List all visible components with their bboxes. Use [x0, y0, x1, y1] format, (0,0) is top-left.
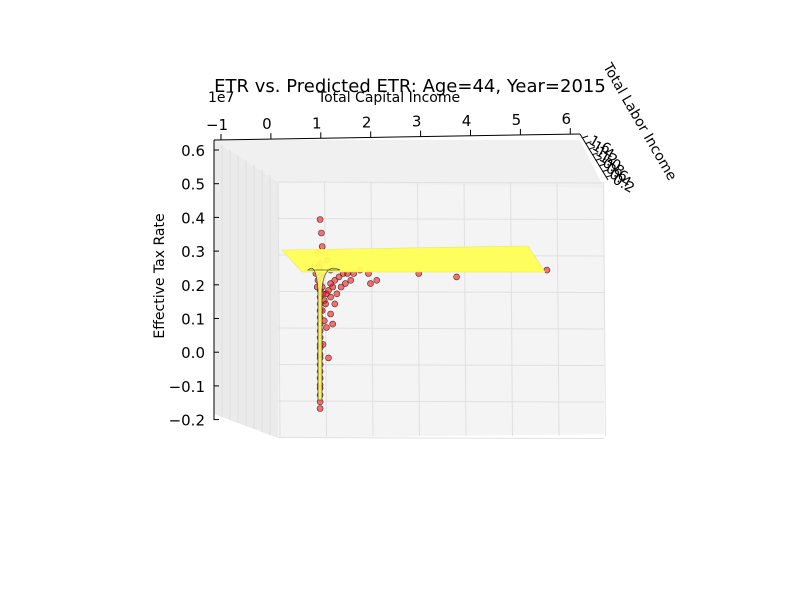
grid-line-vertical: [556, 181, 560, 437]
x-tick-label: 3: [412, 113, 422, 131]
top-pane: [214, 140, 604, 188]
y-tick-mark: [585, 141, 592, 145]
grid-line-vertical: [324, 181, 327, 437]
x-offset-label: 1e7: [208, 90, 234, 106]
scatter-point: [323, 324, 330, 331]
grid-line-vertical: [510, 181, 513, 437]
scatter-point: [453, 273, 460, 281]
scatter-point: [373, 276, 381, 284]
scatter-point: [337, 283, 345, 291]
y-tick-mark: [592, 152, 599, 156]
y-axis-line: [579, 133, 609, 181]
surface-plane: [281, 245, 546, 273]
scatter-point: [347, 276, 355, 284]
grid-line-horizontal: [277, 218, 605, 220]
z-tick-label: 0.2: [181, 277, 205, 295]
x-tick-label: 5: [512, 111, 522, 129]
x-tick-label: 0: [262, 115, 272, 133]
grid-line-vertical: [603, 181, 606, 437]
y-tick-mark: [581, 135, 589, 139]
scatter-point: [329, 320, 337, 328]
axes-panes: [214, 140, 604, 438]
x-axis-line: [213, 133, 581, 141]
x-tick-label: 6: [562, 110, 572, 128]
scatter-point: [327, 310, 334, 318]
scatter-point: [335, 273, 343, 281]
surface-drop: [307, 267, 341, 401]
chart-title: ETR vs. Predicted ETR: Age=44, Year=2015: [214, 76, 606, 97]
z-tick-label: −0.2: [169, 412, 205, 430]
y-tick-mark: [595, 157, 602, 161]
back-pane: [278, 182, 604, 438]
x-tick-labels: −1 0 1 2 3 4 5 6: [206, 110, 571, 140]
z-tick-label: 0.3: [181, 243, 205, 261]
grid-line-vertical: [277, 181, 281, 437]
scatter-point: [325, 354, 332, 362]
predicted-surface: [281, 245, 546, 401]
grid-line-horizontal: [277, 181, 605, 184]
scatter-point: [329, 283, 337, 291]
scatter-point: [341, 280, 349, 287]
scatter-point: [331, 276, 339, 284]
grid-line-horizontal: [277, 327, 605, 330]
z-tick-label: 0.5: [181, 176, 205, 194]
scatter-point: [327, 293, 334, 301]
z-tick-label: 0.0: [181, 344, 205, 362]
y-tick-mark: [605, 174, 612, 178]
y-tick-mark: [598, 163, 606, 167]
scatter-point: [316, 405, 324, 412]
grid-line-horizontal: [277, 400, 605, 403]
scatter-point: [333, 290, 341, 298]
z-axis-title: Effective Tax Rate: [152, 213, 168, 338]
x-tick-label: 1: [312, 114, 322, 132]
scatter-point: [318, 229, 325, 237]
grid-line-vertical: [463, 181, 467, 437]
scatter-point: [331, 300, 339, 308]
y-tick-mark: [602, 169, 609, 173]
scatter-point: [318, 243, 326, 250]
z-tick-label: 0.1: [181, 311, 205, 329]
x-tick-label: 4: [462, 112, 472, 130]
y-tick-mark: [588, 146, 595, 150]
x-axis-title: Total Capital Income: [317, 90, 460, 106]
grid-line-horizontal: [277, 364, 605, 366]
grid-line-vertical: [417, 181, 420, 437]
z-tick-labels: 0.6 0.5 0.4 0.3 0.2 0.1 0.0 −0.1 −0.2: [169, 142, 219, 430]
z-tick-label: 0.4: [181, 209, 205, 227]
scatter-point: [316, 216, 324, 223]
axis-lines: [213, 133, 609, 420]
scatter-point: [367, 280, 374, 287]
scatter-point: [322, 300, 329, 308]
x-tick-label: −1: [206, 116, 228, 134]
scatter-point: [325, 287, 332, 294]
grid-line-horizontal: [277, 291, 605, 293]
grid-line-vertical: [370, 181, 374, 437]
z-tick-label: −0.1: [169, 378, 205, 396]
grid-line-horizontal: [277, 437, 605, 439]
z-tick-label: 0.6: [181, 142, 205, 160]
x-tick-label: 2: [362, 113, 372, 131]
